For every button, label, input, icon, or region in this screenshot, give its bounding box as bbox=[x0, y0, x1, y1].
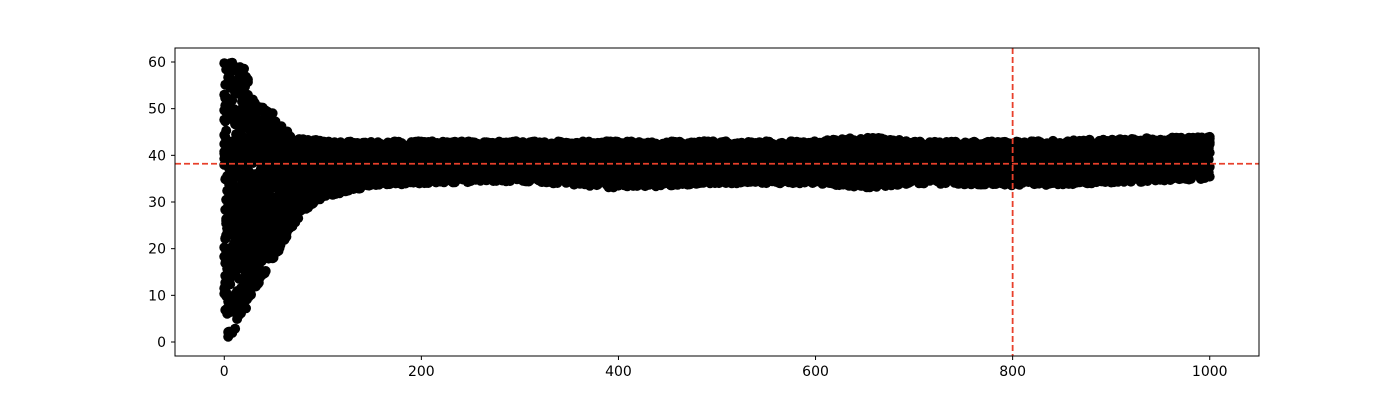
scatter-point bbox=[241, 303, 251, 314]
scatter-point bbox=[245, 289, 256, 300]
scatter-point bbox=[242, 77, 253, 87]
scatter-points bbox=[219, 57, 1215, 342]
scatter-point bbox=[230, 323, 241, 334]
scatter-point bbox=[225, 279, 236, 290]
scatter-point bbox=[260, 266, 271, 276]
scatter-point bbox=[239, 63, 249, 74]
scatter-point bbox=[221, 125, 232, 136]
scatter-point bbox=[267, 108, 278, 119]
